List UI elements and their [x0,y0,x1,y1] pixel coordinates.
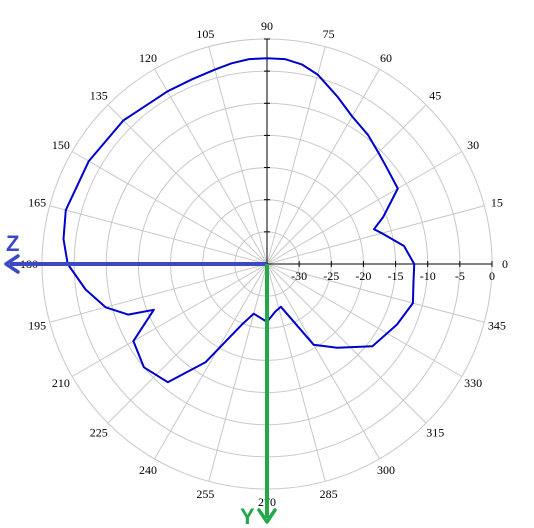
angle-tick-label: 90 [261,19,273,33]
radial-tick-label: -5 [455,269,465,283]
angular-spokes [42,39,492,489]
spoke [208,263,268,482]
angle-tick-label: 75 [323,27,335,41]
angle-tick-label: 15 [491,195,503,209]
y-axis-label: Y [240,504,255,528]
angle-tick-label: 210 [52,376,70,390]
angle-tick-label: 255 [196,487,214,501]
angle-tick-label: 0 [502,257,508,271]
spoke [266,205,485,265]
spoke [266,263,380,460]
angle-tick-label: 150 [52,138,70,152]
spoke [154,68,268,265]
spoke [71,263,268,377]
radial-tick-label: -25 [323,269,339,283]
angle-tick-label: 135 [90,89,108,103]
z-arrow-head [4,254,20,274]
angle-tick-label: 60 [380,51,392,65]
spoke [266,46,326,265]
spoke [266,263,463,377]
radial-tick-label: -30 [291,269,307,283]
angle-tick-label: 300 [377,463,395,477]
angle-tick-label: 330 [464,376,482,390]
angle-tick-label: 120 [139,51,157,65]
tick-labels: 0153045607590105120135150165180195210225… [20,19,508,509]
angle-tick-label: 30 [467,138,479,152]
angle-tick-label: 195 [28,319,46,333]
radial-tick-label: -10 [420,269,436,283]
angle-tick-label: 315 [426,425,444,439]
series-group [62,57,416,384]
spoke [266,263,485,323]
spoke [49,205,268,265]
spoke [49,263,268,323]
spoke [266,263,427,424]
radial-tick-label: 0 [489,269,495,283]
angle-tick-label: 285 [320,487,338,501]
spoke [107,104,268,265]
radial-tick-label: -15 [388,269,404,283]
spoke [208,46,268,265]
spoke [266,68,380,265]
z-axis-label: Z [6,231,19,256]
angle-tick-label: 240 [139,463,157,477]
spoke [71,151,268,265]
angle-tick-label: 45 [429,89,441,103]
spoke [107,263,268,424]
angle-tick-label: 105 [196,27,214,41]
angle-tick-label: 165 [28,195,46,209]
radial-tick-label: -20 [355,269,371,283]
angle-tick-label: 225 [90,425,108,439]
spoke [266,151,463,265]
spoke [266,104,427,265]
series-line [62,57,416,384]
angle-tick-label: 345 [488,319,506,333]
y-arrow-head [257,508,277,524]
radial-tick-marks [264,38,493,267]
spoke [154,263,268,460]
axes-overlay: ZY [4,231,277,528]
spoke [266,263,326,482]
